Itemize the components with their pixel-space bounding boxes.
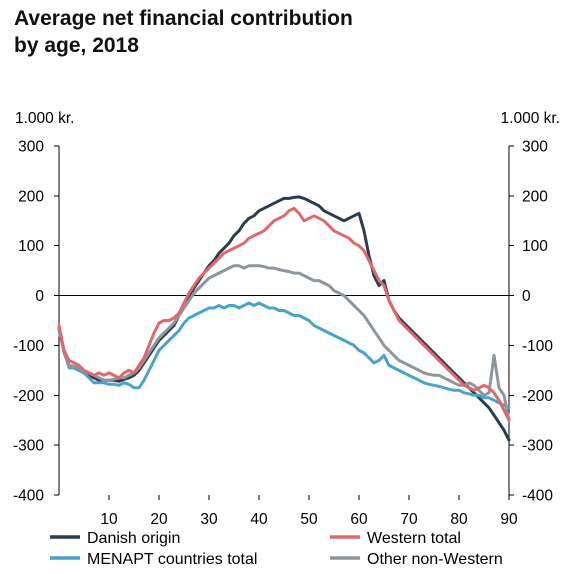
y-tick-label-left: 100 xyxy=(18,238,44,255)
chart-title: Average net financial contribution by ag… xyxy=(14,5,353,59)
y-unit-left: 1.000 kr. xyxy=(15,110,74,127)
legend-label-western-total: Western total xyxy=(367,530,461,547)
x-tick-label: 40 xyxy=(250,511,268,528)
axes: 300 300 200 200 100 100 0 0 -100 -100 -200 -200 -300… xyxy=(13,139,553,529)
x-tick-label: 70 xyxy=(400,511,418,528)
y-tick-label-right: -300 xyxy=(522,438,553,455)
series-line-menapt-countries-total xyxy=(57,301,511,410)
y-tick-label-right: -400 xyxy=(522,488,553,505)
y-tick-label-right: -200 xyxy=(522,388,553,405)
legend-label-danish-origin: Danish origin xyxy=(87,530,180,547)
chart-title-line-1: Average net financial contribution xyxy=(14,7,353,30)
y-tick-label-left: -200 xyxy=(13,388,44,405)
x-tick-label: 10 xyxy=(100,511,118,528)
y-tick-label-right: 100 xyxy=(522,238,548,255)
series-line-western-total xyxy=(57,206,511,422)
y-tick-label-right: 0 xyxy=(522,288,531,305)
y-unit-right: 1.000 kr. xyxy=(501,110,560,127)
legend-label-other-non-western: Other non-Western xyxy=(367,551,503,568)
x-tick-label: 20 xyxy=(150,511,168,528)
series-line-other-non-western xyxy=(57,264,511,422)
chart-title-line-2: by age, 2018 xyxy=(14,34,139,57)
series-lines xyxy=(57,195,511,442)
series-line-danish-origin xyxy=(57,195,511,442)
y-tick-label-right: 200 xyxy=(522,188,548,205)
x-tick-label: 90 xyxy=(500,511,518,528)
x-tick-label: 50 xyxy=(300,511,318,528)
y-tick-label-right: 300 xyxy=(522,139,548,156)
x-tick-label: 30 xyxy=(200,511,218,528)
x-tick-label: 80 xyxy=(450,511,468,528)
y-tick-label-left: -300 xyxy=(13,438,44,455)
legend-label-menapt-countries-total: MENAPT countries total xyxy=(87,551,257,568)
legend: Danish origin Western total MENAPT countri… xyxy=(50,530,503,568)
y-tick-label-right: -100 xyxy=(522,338,553,355)
y-tick-label-left: 0 xyxy=(35,288,44,305)
y-tick-label-left: 200 xyxy=(18,188,44,205)
y-tick-label-left: 300 xyxy=(18,139,44,156)
y-tick-label-left: -400 xyxy=(13,488,44,505)
x-tick-label: 60 xyxy=(350,511,368,528)
y-tick-label-left: -100 xyxy=(13,338,44,355)
